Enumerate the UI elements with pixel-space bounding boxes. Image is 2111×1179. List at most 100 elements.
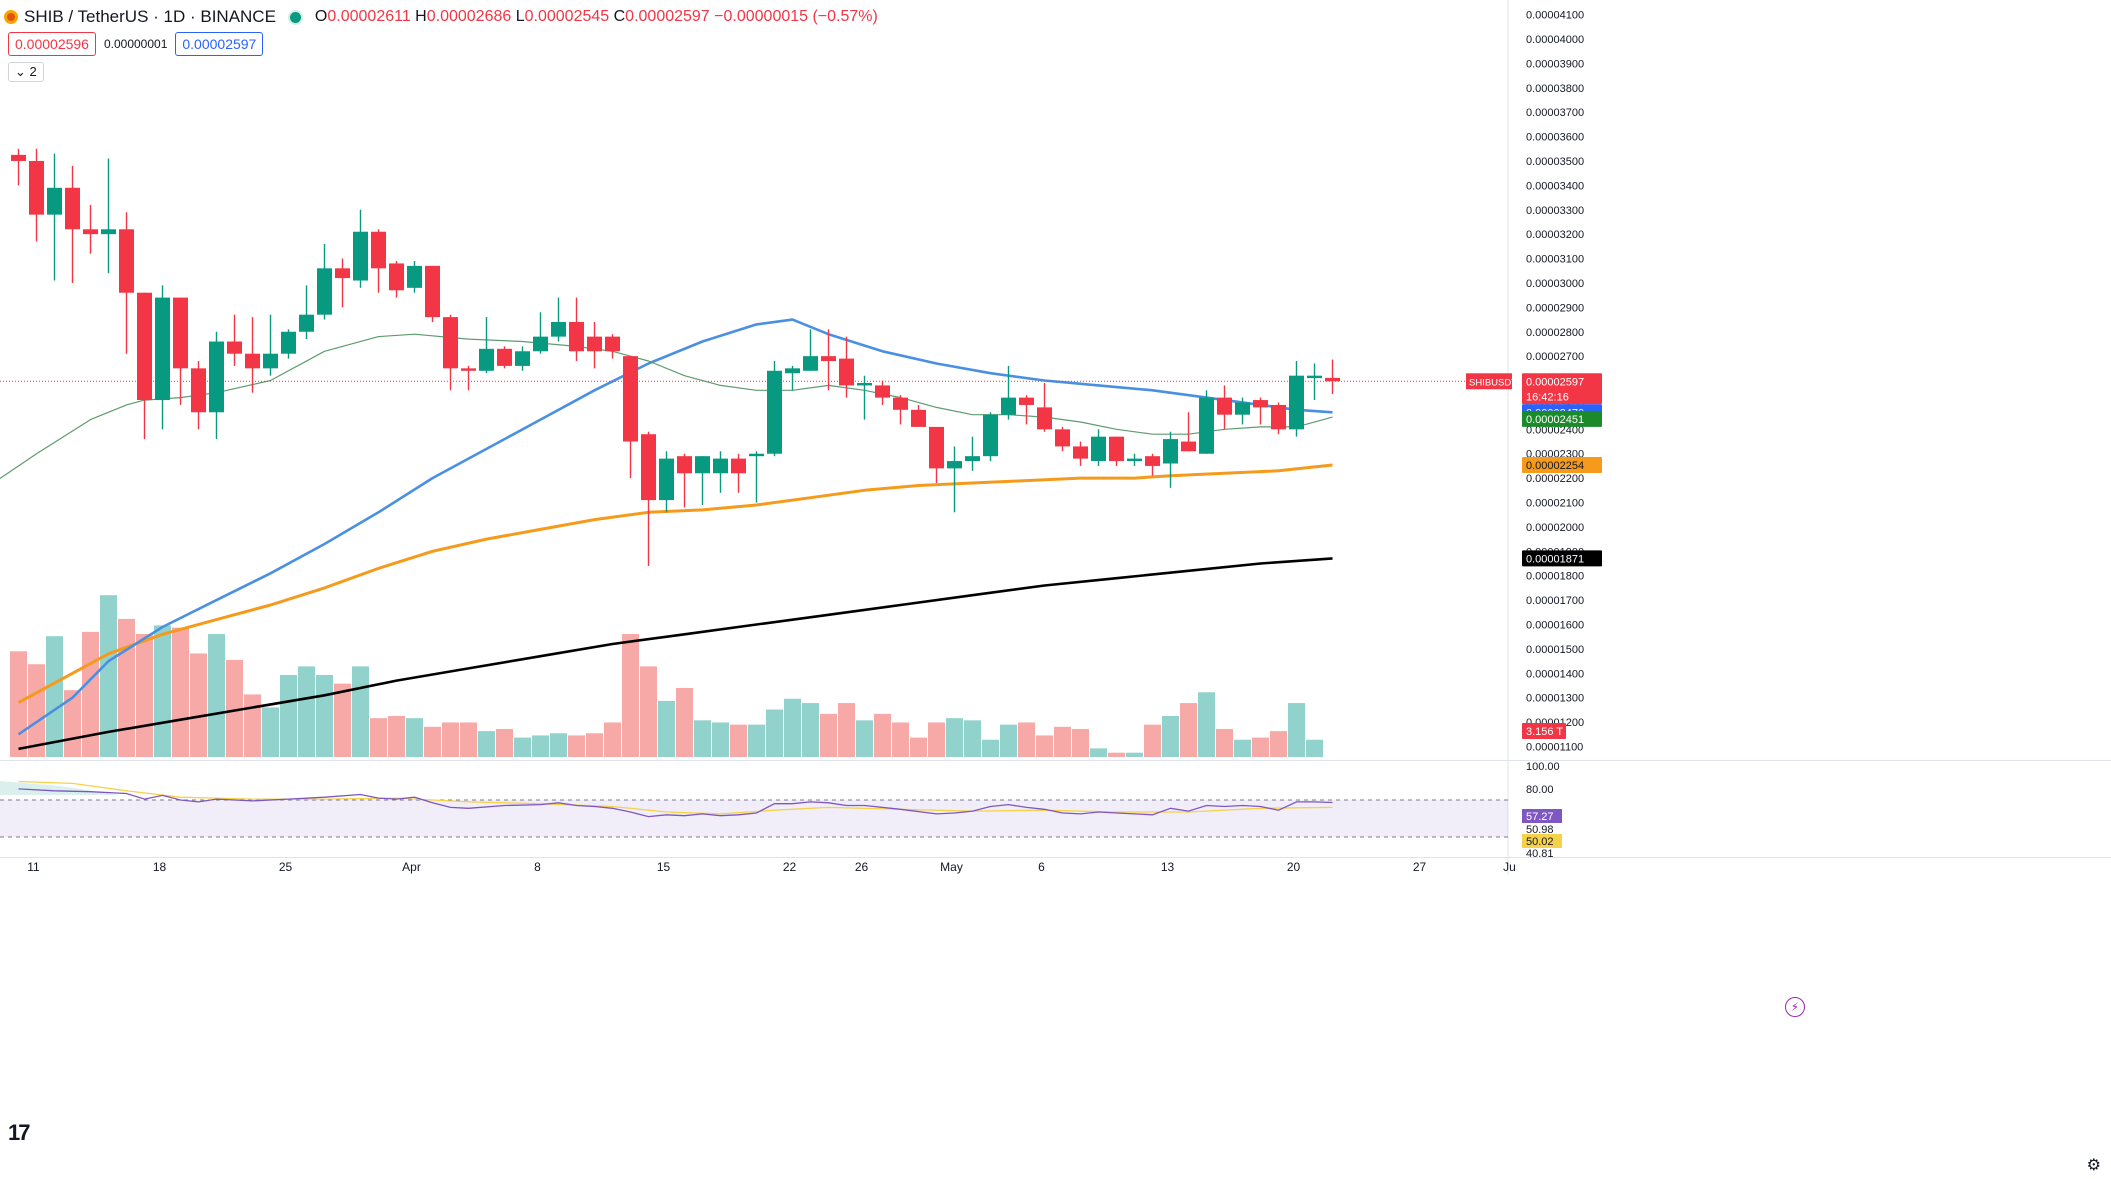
candle-body	[731, 458, 746, 474]
rsi-level-label: 50.98	[1526, 824, 1554, 836]
time-tick-label: 13	[1161, 860, 1175, 874]
candle-body	[965, 456, 980, 462]
market-status-icon[interactable]	[287, 9, 303, 25]
candle	[839, 336, 854, 398]
rsi-level-label: 80.00	[1526, 784, 1554, 796]
volume-bar	[1234, 739, 1251, 757]
volume-bar	[442, 722, 459, 757]
price-tick-label: 0.00002100	[1526, 498, 1584, 510]
candle-body	[821, 356, 836, 362]
green-ma-badge-bg	[1522, 410, 1602, 427]
candle	[371, 229, 386, 293]
candle	[1091, 429, 1106, 466]
candle-body	[1163, 439, 1178, 464]
gear-icon[interactable]: ⚙	[2086, 1157, 2101, 1174]
rsi-ma-line	[18, 780, 1333, 815]
candle-body	[677, 456, 692, 474]
candle-body	[245, 353, 260, 369]
time-tick-label: 20	[1287, 860, 1301, 874]
candle-body	[839, 358, 854, 386]
candle-body	[1037, 407, 1052, 430]
candle-body	[983, 414, 998, 457]
candle-body	[191, 368, 206, 413]
volume-bar	[262, 707, 279, 757]
volume-bar	[316, 675, 333, 757]
time-tick-label: 11	[27, 860, 40, 874]
volume-bar	[1072, 728, 1089, 757]
volume-bar	[334, 683, 351, 757]
price-tick-label: 0.00002000	[1526, 522, 1584, 534]
candle	[929, 426, 944, 484]
candle-body	[371, 231, 386, 269]
time-tick-label: 27	[1413, 860, 1427, 874]
volume-bar	[982, 739, 999, 757]
candle-body	[1001, 397, 1016, 415]
candle	[479, 317, 494, 374]
candle	[191, 361, 206, 430]
candle-body	[407, 265, 422, 288]
candle-body	[65, 187, 80, 230]
volume-bar	[1162, 716, 1179, 757]
candle	[695, 456, 710, 505]
candle-body	[785, 368, 800, 374]
candle	[245, 317, 260, 393]
volume-bar	[478, 731, 495, 757]
symbol-title[interactable]: SHIB / TetherUS · 1D · BINANCE	[24, 7, 276, 26]
candle-body	[1073, 446, 1088, 459]
candle-body	[1091, 436, 1106, 462]
buy-button[interactable]: 0.00002597	[175, 32, 264, 56]
price-tick-label: 0.00002900	[1526, 302, 1584, 314]
price-tick-label: 0.00002800	[1526, 327, 1584, 339]
lightning-icon[interactable]: ⚡	[1785, 997, 1805, 1017]
candle-body	[155, 297, 170, 401]
candle	[1055, 426, 1070, 452]
rsi-value-badge-bg	[1522, 809, 1562, 823]
ma-orange-line	[17, 463, 1333, 704]
volume-bar	[154, 625, 171, 757]
candle	[569, 297, 584, 362]
candle	[1181, 412, 1196, 452]
candle-body	[1109, 436, 1124, 462]
price-tick-label: 0.00003800	[1526, 83, 1584, 95]
time-tick-label: 15	[657, 860, 671, 874]
volume-bar	[784, 698, 801, 757]
time-tick-label: Apr	[402, 860, 421, 874]
orange-ma-badge-bg	[1522, 456, 1602, 473]
candle-body	[1235, 402, 1250, 415]
price-tick-label: 0.00004000	[1526, 34, 1584, 46]
candle	[641, 431, 656, 566]
rsi-level-label: 40.81	[1526, 848, 1554, 860]
candle-body	[479, 348, 494, 371]
candle-body	[497, 348, 512, 366]
candle	[731, 453, 746, 493]
candle-body	[173, 297, 188, 369]
tradingview-logo[interactable]: 17	[8, 1120, 31, 1145]
candle	[947, 446, 962, 513]
symbol-tag: SHIBUSDT	[1469, 377, 1517, 388]
indicators-collapse-button[interactable]: ⌄ 2	[8, 62, 44, 82]
volume-bar	[1198, 692, 1215, 757]
candle	[767, 361, 782, 457]
candle-body	[911, 409, 926, 427]
candle-body	[101, 229, 116, 235]
candle-body	[767, 370, 782, 454]
price-tick-label: 0.00001500	[1526, 644, 1584, 656]
volume-bar	[388, 716, 405, 757]
candle-body	[83, 229, 98, 235]
volume-bar	[406, 718, 423, 757]
volume-bar	[370, 718, 387, 757]
candle	[407, 261, 422, 293]
volume-bar	[694, 720, 711, 757]
volume-bar	[514, 737, 531, 757]
candle	[173, 297, 188, 405]
candle	[353, 209, 368, 288]
candle-body	[857, 382, 872, 386]
candle-body	[695, 456, 710, 474]
candle-body	[389, 263, 404, 291]
price-tick-label: 0.00003100	[1526, 254, 1584, 266]
candle	[1109, 436, 1124, 466]
candle	[1037, 382, 1052, 432]
sell-button[interactable]: 0.00002596	[8, 32, 96, 56]
candle-body	[335, 268, 350, 279]
